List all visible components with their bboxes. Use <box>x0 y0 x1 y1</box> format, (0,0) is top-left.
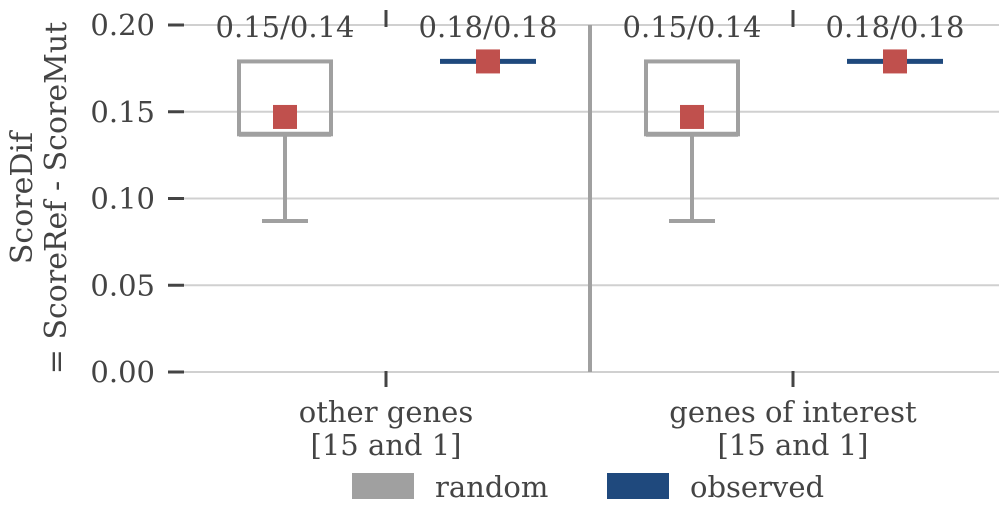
x-tick-label: [15 and 1] <box>311 428 462 462</box>
observed-mean-marker <box>476 49 500 74</box>
y-axis-title-line: ScoreDif <box>5 130 40 264</box>
x-axis-ticks: other genes[15 and 1]genes of interest[1… <box>299 10 917 462</box>
random-mean-marker <box>273 104 297 129</box>
observed-annotation: 0.18/0.18 <box>826 10 965 44</box>
chart-marks <box>237 49 943 224</box>
y-axis-title-line: = ScoreRef - ScoreMut <box>39 22 74 374</box>
random-annotation: 0.15/0.14 <box>216 10 355 44</box>
legend-label-observed: observed <box>690 470 824 504</box>
legend-swatch-random <box>352 473 414 499</box>
annotations: 0.15/0.14 0.18/0.18 0.15/0.14 0.18/0.18 <box>216 10 965 44</box>
x-tick-label: [15 and 1] <box>718 428 869 462</box>
legend-swatch-observed <box>607 473 669 499</box>
x-tick-label: other genes <box>299 395 473 429</box>
x-tick-label: genes of interest <box>669 395 917 429</box>
y-tick-label: 0.05 <box>90 268 155 302</box>
y-tick-label: 0.10 <box>90 182 155 216</box>
y-axis-title: ScoreDif = ScoreRef - ScoreMut <box>5 22 74 374</box>
y-tick-label: 0.00 <box>90 355 155 389</box>
legend: random observed <box>352 470 824 504</box>
observed-mean-marker <box>883 49 907 74</box>
legend-label-random: random <box>435 470 548 504</box>
y-tick-label: 0.15 <box>90 95 155 129</box>
y-tick-label: 0.20 <box>90 8 155 42</box>
observed-annotation: 0.18/0.18 <box>419 10 558 44</box>
y-axis-ticks: 0.00 0.05 0.10 0.15 0.20 <box>90 8 184 389</box>
random-annotation: 0.15/0.14 <box>623 10 762 44</box>
random-mean-marker <box>680 104 704 129</box>
